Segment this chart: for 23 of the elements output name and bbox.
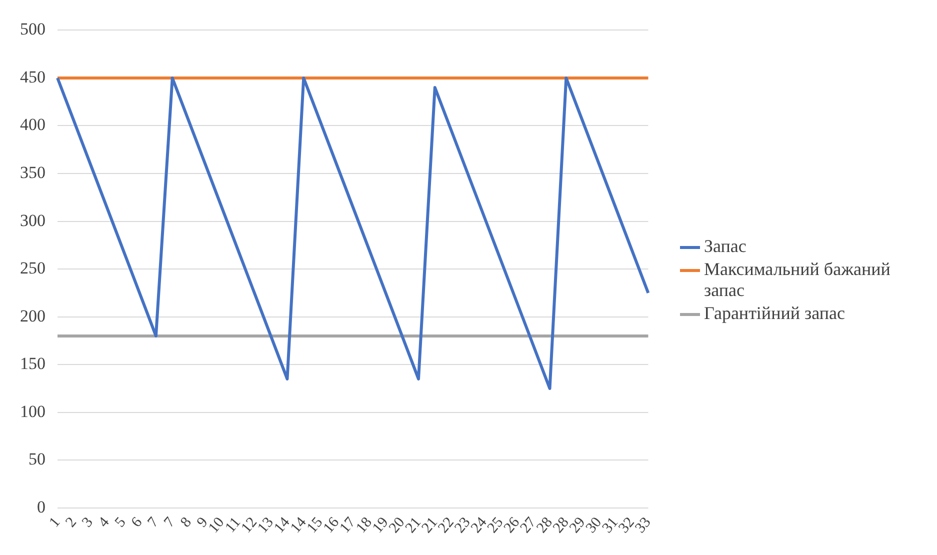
y-tick-label: 100 <box>20 402 46 421</box>
y-tick-label: 50 <box>28 450 46 469</box>
x-tick-label: 2 <box>62 514 80 531</box>
legend-label: Гарантійний запас <box>704 303 845 324</box>
x-tick-label: 6 <box>128 514 146 531</box>
y-tick-label: 500 <box>20 20 46 39</box>
x-tick-label: 7 <box>161 514 179 531</box>
x-tick-label: 4 <box>96 514 114 531</box>
x-tick-label: 8 <box>178 514 195 531</box>
x-tick-label: 1 <box>46 514 64 531</box>
y-tick-label: 150 <box>20 354 46 374</box>
y-tick-label: 250 <box>20 258 46 278</box>
y-tick-label: 450 <box>20 67 46 86</box>
legend-label: Максимальний бажаний запас <box>704 259 892 301</box>
y-tick-label: 200 <box>20 306 46 326</box>
x-tick-label: 3 <box>79 514 96 531</box>
y-tick-label: 350 <box>20 162 46 182</box>
legend-label: Запас <box>704 236 746 257</box>
y-tick-label: 0 <box>37 497 46 516</box>
x-tick-label: 7 <box>144 514 162 531</box>
x-tick-label: 5 <box>112 514 130 531</box>
y-tick-label: 300 <box>20 210 46 230</box>
y-tick-label: 400 <box>20 115 46 134</box>
